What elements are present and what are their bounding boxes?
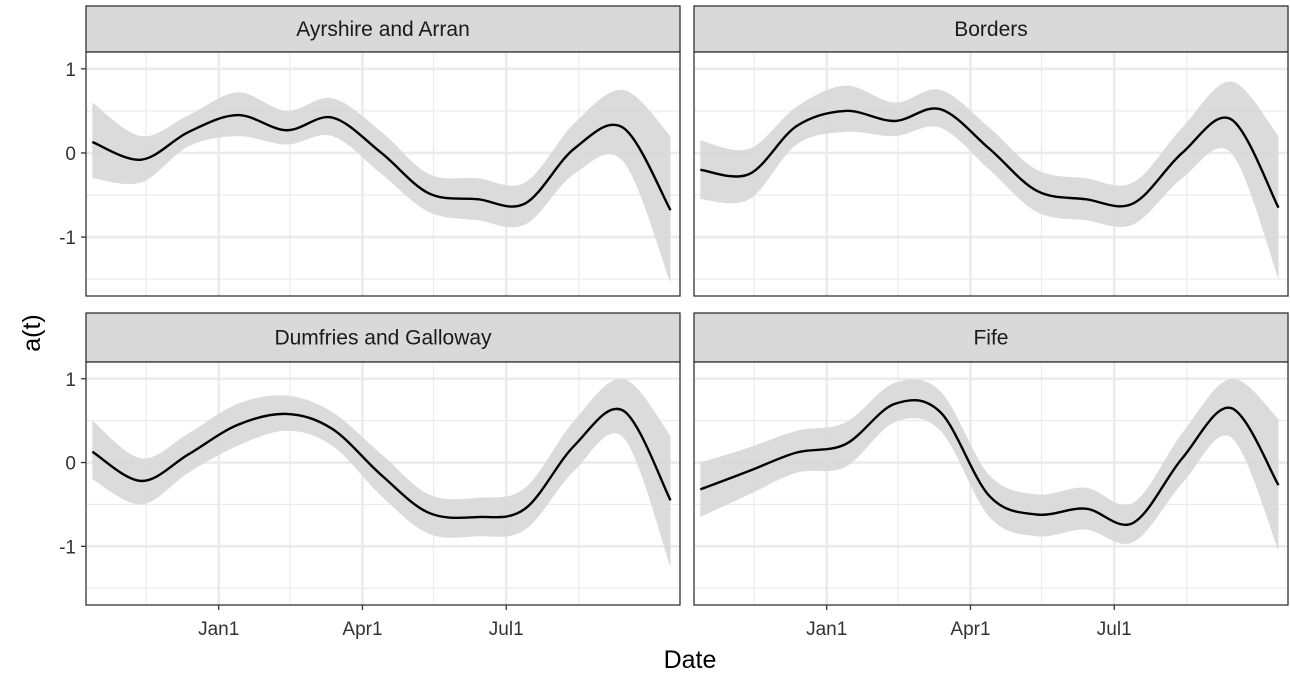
facet-strip-label: Fife [973, 327, 1008, 350]
y-tick-label: 1 [65, 60, 76, 81]
y-tick-label: -1 [59, 537, 76, 558]
x-tick-label: Jul1 [1097, 619, 1132, 640]
x-tick-label: Jan1 [806, 619, 847, 640]
x-tick-label: Jan1 [198, 619, 239, 640]
facet-panel: Fife [694, 313, 1288, 605]
y-tick-label: 1 [65, 370, 76, 391]
facet-panel: Borders [694, 6, 1288, 296]
x-tick-label: Jul1 [489, 619, 524, 640]
facet-panel: Ayrshire and Arran [86, 6, 680, 296]
y-tick-label: -1 [59, 228, 76, 249]
x-tick-label: Apr1 [342, 619, 382, 640]
y-tick-label: 0 [65, 454, 76, 475]
y-tick-label: 0 [65, 144, 76, 165]
facet-strip-label: Borders [954, 18, 1028, 41]
y-axis-title: a(t) [18, 314, 46, 352]
plot-background [694, 52, 1288, 296]
facet-strip-label: Dumfries and Galloway [274, 327, 492, 350]
facet-strip-label: Ayrshire and Arran [296, 18, 470, 41]
x-tick-label: Apr1 [950, 619, 990, 640]
panel-layer: Ayrshire and Arran Borders Dumfries and Ga… [86, 6, 1288, 605]
facet-panel: Dumfries and Galloway [86, 313, 680, 605]
x-axis-title: Date [664, 646, 717, 674]
